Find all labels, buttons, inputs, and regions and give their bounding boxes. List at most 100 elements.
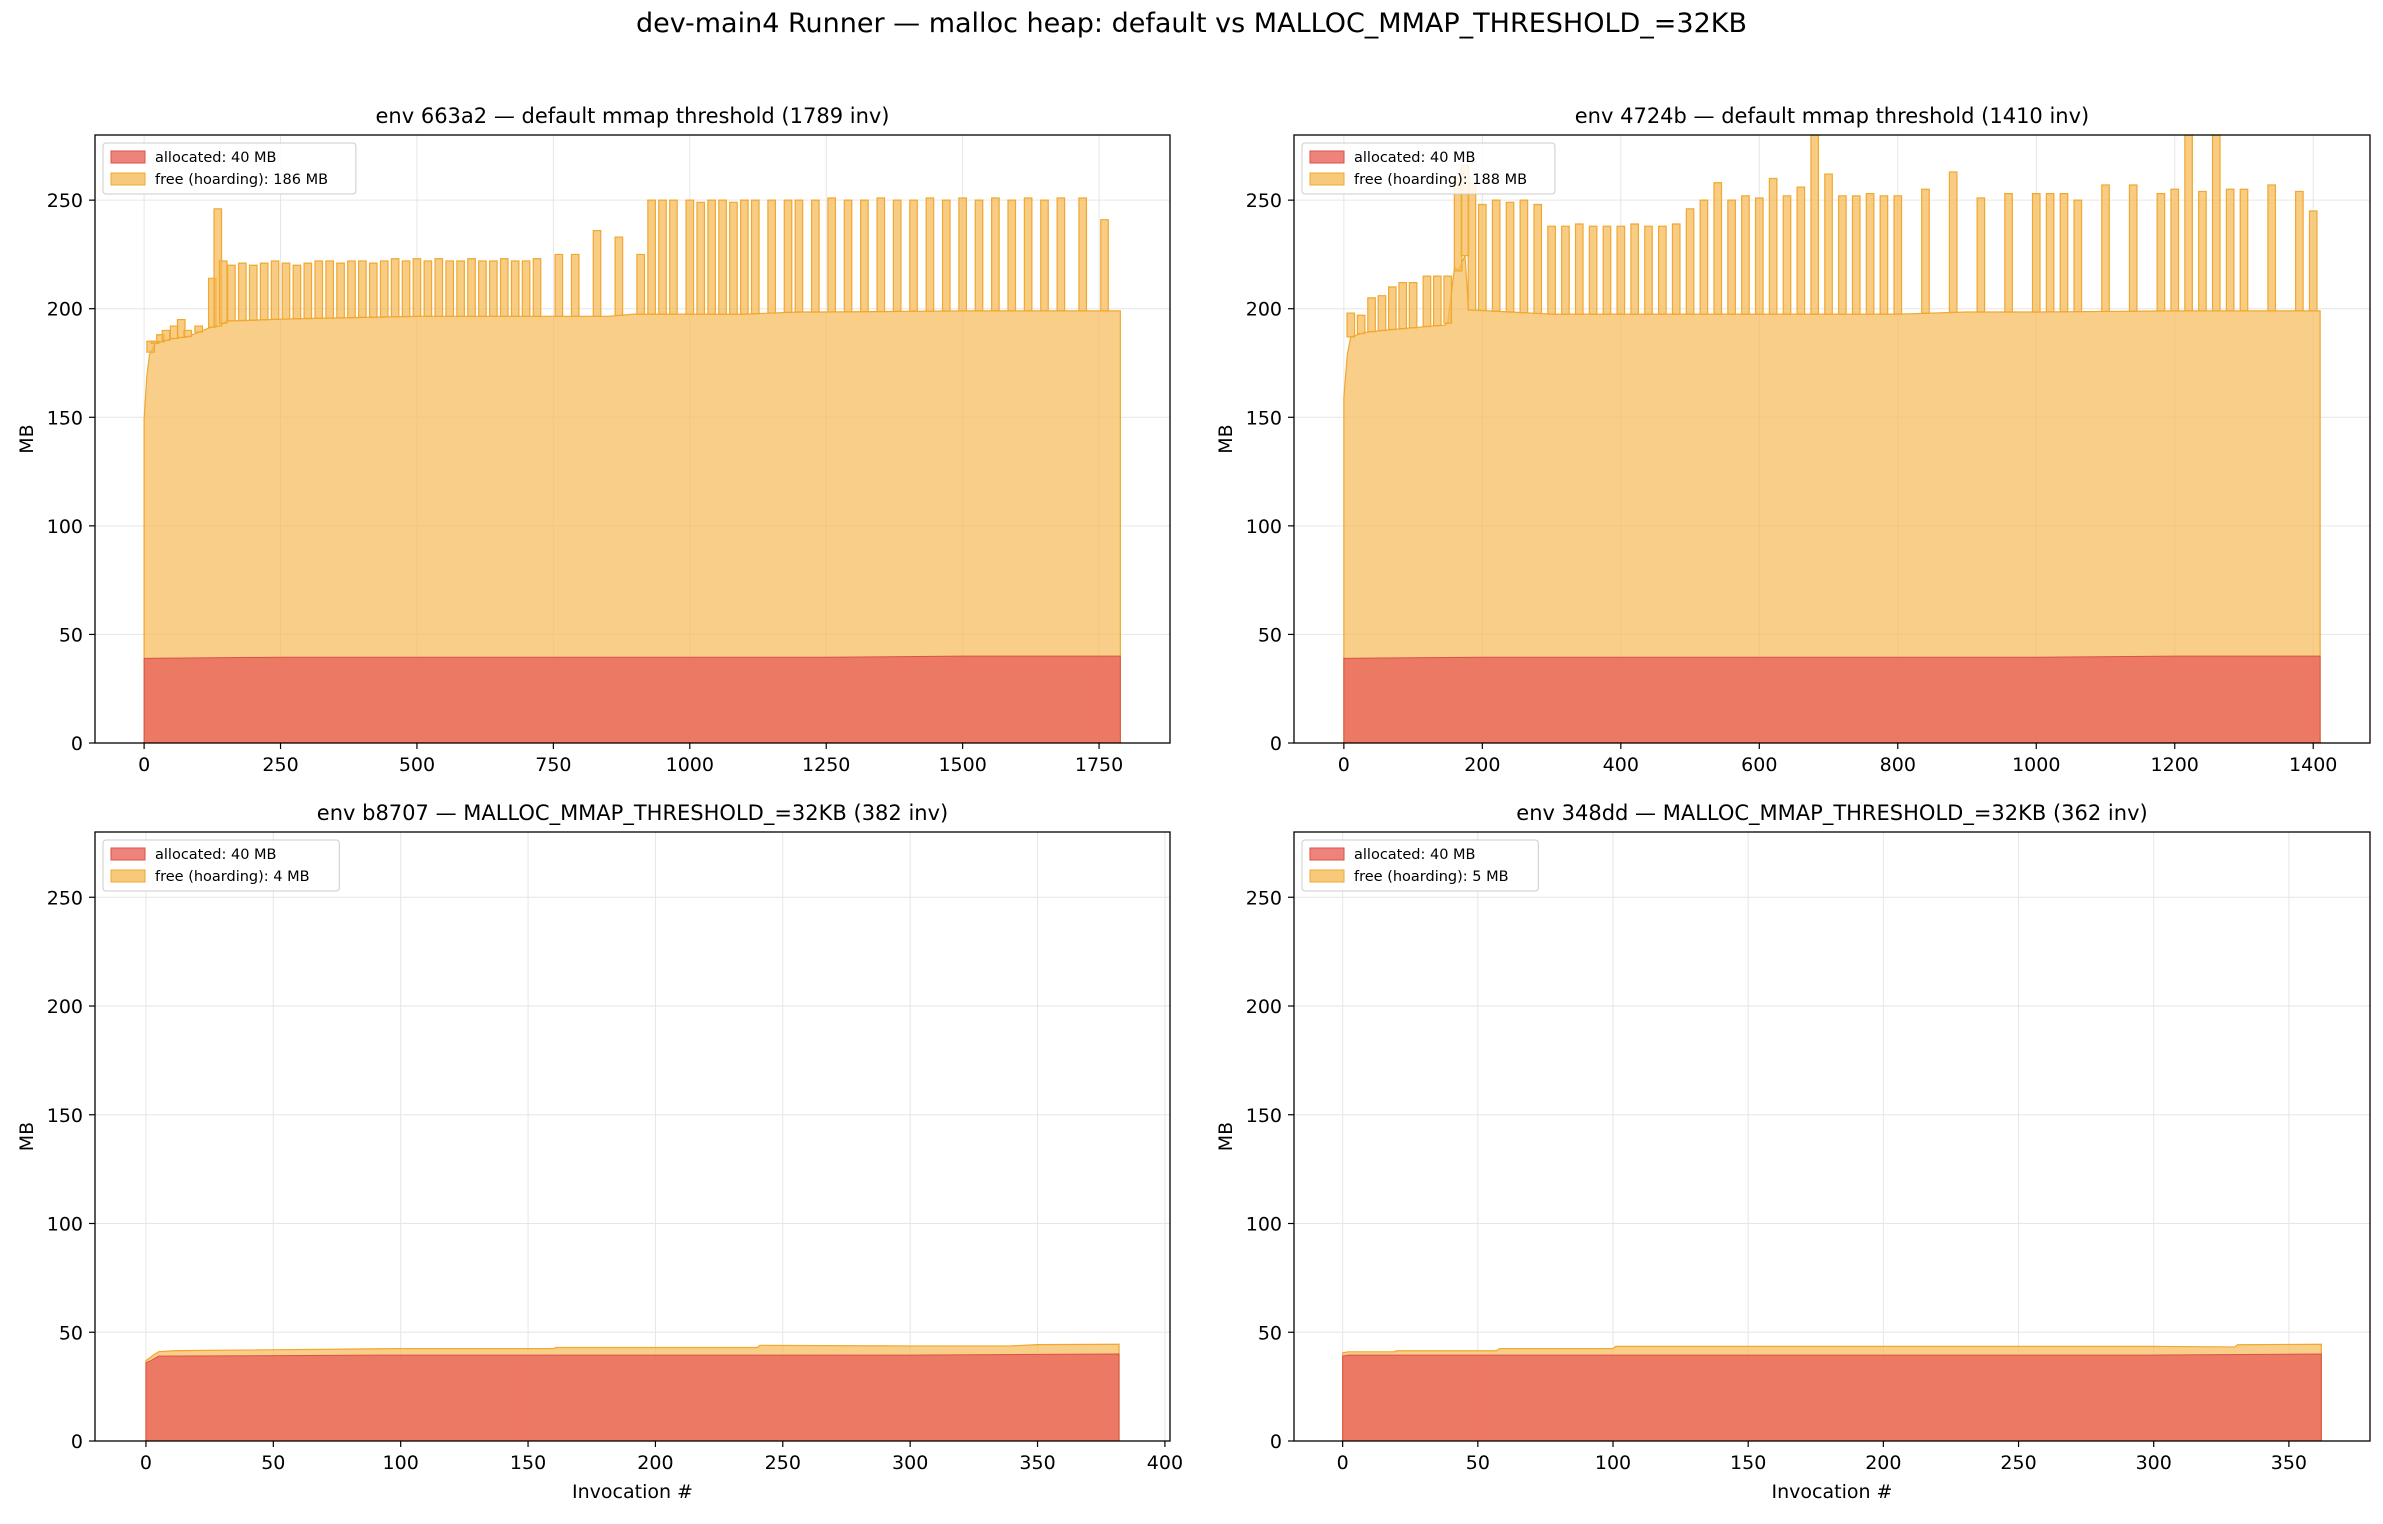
free-spike bbox=[729, 201, 738, 315]
free-spike bbox=[1851, 195, 1861, 315]
plot-area bbox=[1343, 135, 2321, 743]
x-axis-label: Invocation # bbox=[1772, 1481, 1893, 1503]
y-tick-label: 250 bbox=[47, 190, 83, 212]
free-spike bbox=[499, 258, 509, 317]
figure-title: dev-main4 Runner — malloc heap: default … bbox=[635, 8, 1747, 39]
legend-swatch bbox=[1309, 869, 1345, 883]
free-spike bbox=[991, 197, 1000, 312]
axes-frame bbox=[1293, 831, 2371, 1442]
legend-label: free (hoarding): 186 MB bbox=[155, 172, 328, 188]
free-spike bbox=[281, 262, 291, 320]
free-spike bbox=[218, 260, 228, 324]
free-spike bbox=[1574, 223, 1584, 315]
free-spike bbox=[1432, 275, 1442, 327]
x-tick-label: 1250 bbox=[802, 754, 850, 776]
x-tick-label: 250 bbox=[2000, 1452, 2036, 1474]
free-spike bbox=[1491, 199, 1501, 312]
free-spike bbox=[2184, 135, 2193, 312]
y-axis-label: MB bbox=[16, 1122, 38, 1151]
free-spike bbox=[1519, 199, 1529, 314]
free-spike bbox=[1948, 171, 1958, 314]
free-spike bbox=[1100, 219, 1109, 312]
free-spike bbox=[456, 260, 465, 317]
free-spike bbox=[1505, 201, 1515, 313]
y-tick-label: 100 bbox=[1246, 516, 1282, 538]
plot-area bbox=[145, 1343, 1120, 1441]
free-spike bbox=[750, 199, 760, 315]
free-spike bbox=[1023, 197, 1033, 312]
free-spike bbox=[445, 260, 455, 317]
subplot-3: 0 50 100 150 200 250 300 350 400 0 50 100 150 200 250 e… bbox=[16, 801, 1183, 1503]
free-spike bbox=[2059, 193, 2069, 313]
y-tick-label: 150 bbox=[47, 1105, 83, 1127]
free-spike bbox=[1782, 195, 1792, 315]
legend-label: free (hoarding): 188 MB bbox=[1354, 172, 1527, 188]
y-tick-label: 150 bbox=[1246, 407, 1282, 429]
legend: allocated: 40 MB free (hoarding): 5 MB bbox=[1301, 839, 1539, 892]
free-spike bbox=[827, 197, 837, 313]
free-spike bbox=[636, 253, 646, 315]
x-tick-label: 200 bbox=[637, 1452, 673, 1474]
x-tick-label: 750 bbox=[535, 754, 571, 776]
free-spike bbox=[570, 253, 580, 317]
free-spike bbox=[941, 199, 951, 312]
y-tick-label: 250 bbox=[1246, 190, 1282, 212]
free-spike bbox=[1796, 186, 1806, 315]
subplot-1: 0 250 500 750 1000 1250 1500 1750 0 50 100 150 200 25… bbox=[16, 104, 1171, 776]
free-spike bbox=[1477, 203, 1487, 312]
free-spike bbox=[685, 199, 695, 315]
free-spike bbox=[925, 197, 935, 312]
legend: allocated: 40 MB free (hoarding): 4 MB bbox=[102, 839, 340, 892]
free-spike bbox=[1561, 225, 1570, 315]
legend-swatch bbox=[1309, 150, 1345, 164]
free-spike bbox=[2156, 193, 2166, 312]
free-spike bbox=[521, 260, 531, 317]
free-spike bbox=[303, 262, 313, 320]
free-spike bbox=[1602, 225, 1612, 315]
free-spike bbox=[1976, 197, 1986, 313]
free-spike bbox=[1616, 225, 1626, 315]
free-spike bbox=[958, 197, 967, 312]
legend-box bbox=[102, 142, 357, 195]
free-spike bbox=[368, 262, 378, 318]
free-spike bbox=[314, 260, 324, 319]
free-spike bbox=[740, 199, 749, 315]
free-spike bbox=[1346, 312, 1356, 338]
axes-frame bbox=[1293, 134, 2371, 744]
y-tick-label: 200 bbox=[47, 299, 83, 321]
y-tick-label: 200 bbox=[1246, 299, 1282, 321]
free-spike bbox=[2198, 190, 2207, 312]
free-spike bbox=[194, 325, 204, 333]
x-tick-label: 300 bbox=[892, 1452, 928, 1474]
plot-area bbox=[143, 197, 1121, 743]
free-spike bbox=[401, 260, 411, 318]
free-spike bbox=[532, 258, 542, 317]
free-spike bbox=[783, 199, 793, 314]
y-tick-label: 150 bbox=[1246, 1105, 1282, 1127]
x-tick-label: 350 bbox=[2271, 1452, 2307, 1474]
axes-frame bbox=[94, 831, 1171, 1442]
free-spike bbox=[647, 199, 656, 315]
free-spike bbox=[1533, 203, 1543, 315]
legend-swatch bbox=[1309, 172, 1345, 186]
free-spike bbox=[390, 258, 400, 318]
free-spike bbox=[176, 318, 186, 339]
free-spike bbox=[2101, 184, 2110, 313]
free-spike bbox=[1422, 275, 1432, 328]
y-tick-label: 0 bbox=[1270, 1431, 1282, 1453]
y-tick-label: 50 bbox=[1258, 1322, 1282, 1344]
free-spike bbox=[1547, 225, 1556, 315]
free-spike bbox=[2045, 193, 2055, 313]
free-spike bbox=[510, 260, 520, 317]
y-axis-label: MB bbox=[16, 424, 38, 453]
x-tick-label: 250 bbox=[262, 754, 298, 776]
x-tick-label: 1750 bbox=[1075, 754, 1123, 776]
free-spike bbox=[794, 199, 804, 313]
free-spike bbox=[974, 199, 984, 312]
free-spike bbox=[1658, 225, 1667, 315]
y-tick-label: 0 bbox=[71, 1431, 83, 1453]
free-spike bbox=[478, 260, 487, 317]
x-tick-label: 400 bbox=[1603, 754, 1639, 776]
free-spike bbox=[658, 199, 667, 315]
